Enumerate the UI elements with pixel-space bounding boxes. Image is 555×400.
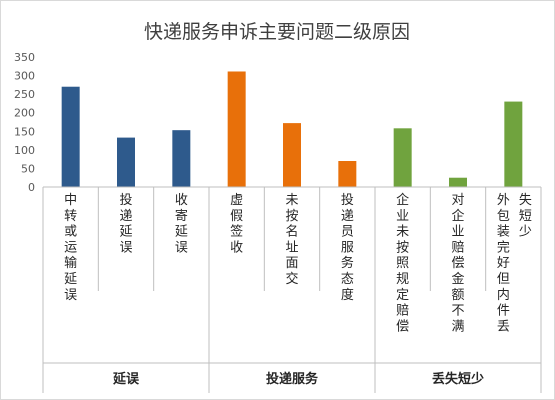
bar [338,161,357,187]
category-label: 对企业赔偿金额不满 [451,193,464,334]
group-label: 投递服务 [266,371,319,387]
group-label: 延误 [112,371,140,387]
category-labels: 中转或运输延误 投递延误 收寄延误 虚假签收 未按名址面交 投递员服务态度 企业未按照规定赔… [64,192,532,334]
bar [117,137,135,187]
y-axis-ticks: 0 50 100 150 200 250 300 350 [14,51,35,194]
y-tick-label: 50 [21,162,35,175]
y-tick-label: 100 [14,144,35,157]
bar [449,177,467,187]
category-axis [42,186,542,393]
category-label: 外包装完好但内件丢失短少 [497,193,532,334]
category-label: 收寄延误 [175,193,188,255]
category-label: 投递员服务态度 [341,192,354,303]
y-tick-label: 250 [14,88,35,101]
chart-title: 快递服务申诉主要问题二级原因 [144,21,410,43]
category-label: 投递延误 [119,192,132,255]
y-tick-label: 150 [14,125,35,138]
category-label: 中转或运输延误 [64,193,77,303]
category-label: 虚假签收 [230,193,243,255]
category-label: 企业未按照规定赔偿 [396,192,409,334]
bar [61,86,80,187]
y-tick-label: 350 [14,51,35,64]
group-labels: 延误 投递服务 丢失短少 [112,371,484,387]
group-label: 丢失短少 [432,371,484,387]
bar [283,123,301,187]
y-tick-label: 200 [14,107,35,120]
bar [227,71,246,187]
y-tick-label: 300 [14,70,35,83]
bars [61,71,523,187]
bar [504,101,523,187]
category-label: 未按名址面交 [285,193,298,287]
bar [172,130,191,187]
y-tick-label: 0 [28,181,35,194]
bar [393,128,412,187]
